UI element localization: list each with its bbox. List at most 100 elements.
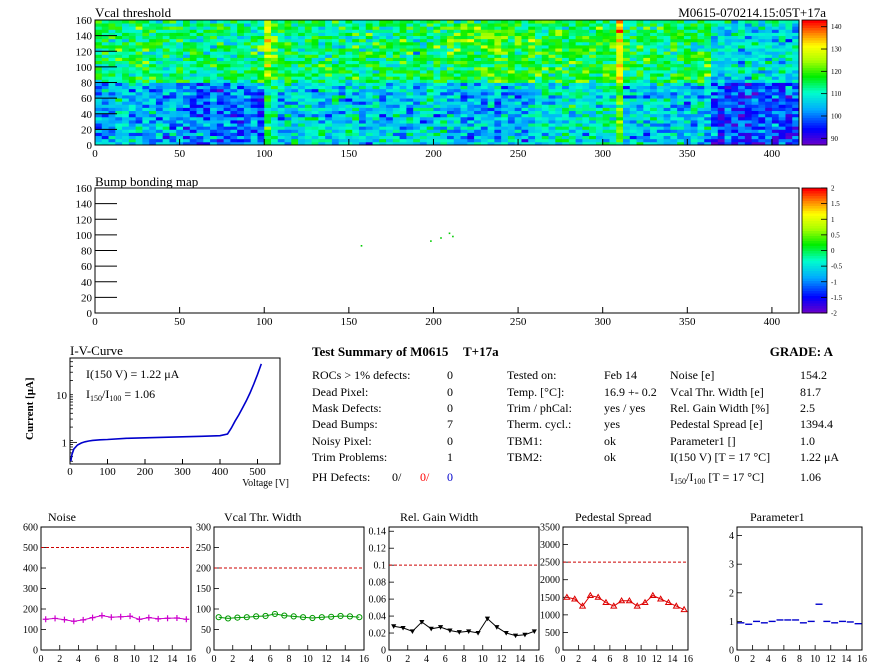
vcal-cell bbox=[785, 129, 793, 133]
vcal-cell bbox=[419, 45, 428, 49]
vcal-cell bbox=[447, 73, 455, 77]
vcal-cell bbox=[453, 38, 461, 43]
vcal-cell bbox=[656, 63, 665, 68]
vcal-cell bbox=[738, 45, 746, 49]
vcal-cell bbox=[447, 76, 455, 80]
vcal-cell bbox=[291, 32, 299, 37]
vcal-cell bbox=[467, 95, 475, 99]
vcal-cell bbox=[216, 35, 225, 40]
vcal-cell bbox=[372, 45, 380, 49]
vcal-cell bbox=[142, 141, 150, 145]
vcal-cell bbox=[738, 110, 746, 115]
vcal-cell bbox=[643, 76, 651, 80]
vcal-cell bbox=[203, 85, 211, 90]
vcal-cell bbox=[724, 138, 732, 143]
vcal-cell bbox=[650, 35, 658, 40]
vcal-cell bbox=[372, 60, 380, 65]
vcal-cell bbox=[589, 60, 597, 65]
vcal-cell bbox=[528, 57, 536, 62]
vcal-cell bbox=[663, 48, 671, 52]
vcal-cell bbox=[758, 141, 766, 145]
vcal-cell bbox=[507, 26, 516, 30]
vcal-cell bbox=[433, 35, 441, 40]
vcal-cell bbox=[331, 123, 340, 127]
vcal-cell bbox=[169, 138, 177, 143]
vcal-cell bbox=[318, 38, 326, 43]
vcal-cell bbox=[345, 120, 353, 124]
vcal-cell bbox=[392, 41, 401, 46]
vcal-cell bbox=[115, 20, 123, 24]
vcal-cell bbox=[582, 129, 590, 133]
vcal-cell bbox=[250, 82, 258, 87]
vcal-cell bbox=[440, 57, 448, 62]
vcal-cell bbox=[724, 45, 732, 49]
vcalwidth-xtick-label: 12 bbox=[322, 654, 332, 665]
vcal-cell bbox=[623, 135, 631, 140]
vcal-cell bbox=[135, 132, 143, 137]
vcal-cell bbox=[176, 76, 184, 80]
vcal-cell bbox=[521, 82, 529, 87]
vcal-cell bbox=[271, 101, 279, 105]
vcal-cell bbox=[372, 129, 380, 133]
vcal-cell bbox=[528, 120, 536, 124]
vcal-cell bbox=[135, 41, 143, 46]
vcal-cell bbox=[453, 123, 461, 127]
vcal-cell bbox=[95, 107, 103, 112]
vcal-cell bbox=[595, 48, 604, 52]
bump-xtick-label: 50 bbox=[174, 316, 186, 328]
vcal-cell bbox=[318, 54, 326, 58]
vcal-cell bbox=[318, 132, 326, 137]
vcal-cell bbox=[223, 107, 231, 112]
vcal-cell bbox=[237, 26, 245, 30]
vcal-cell bbox=[352, 138, 360, 143]
vcal-cell bbox=[711, 23, 719, 27]
vcal-cell bbox=[115, 88, 123, 93]
pedestal-point bbox=[672, 602, 680, 609]
vcal-cell bbox=[575, 45, 583, 49]
vcal-cell bbox=[128, 79, 137, 83]
bump-colorbar-band bbox=[802, 193, 827, 196]
vcal-cell bbox=[338, 85, 346, 90]
vcal-cell bbox=[284, 129, 292, 133]
vcal-cell bbox=[623, 73, 631, 77]
vcal-cell bbox=[690, 138, 698, 143]
vcal-cell bbox=[731, 129, 739, 133]
vcal-cell bbox=[453, 41, 461, 46]
vcal-cell bbox=[697, 45, 705, 49]
pedestal-point bbox=[625, 597, 634, 604]
vcal-cell bbox=[379, 26, 387, 30]
vcal-cell bbox=[196, 113, 204, 118]
bump-colorbar-band bbox=[802, 223, 827, 226]
param1-ytick-label: 0 bbox=[729, 646, 734, 657]
vcal-cell bbox=[243, 73, 252, 77]
vcal-cell bbox=[386, 85, 394, 90]
vcal-cell bbox=[311, 101, 319, 105]
vcal-cell bbox=[115, 63, 123, 68]
vcal-cell bbox=[426, 70, 434, 74]
vcal-cell bbox=[413, 98, 421, 102]
vcal-cell bbox=[602, 82, 610, 87]
vcal-cell bbox=[250, 116, 258, 121]
vcal-cell bbox=[230, 63, 238, 68]
vcal-cell bbox=[677, 38, 685, 43]
vcal-cell bbox=[142, 38, 150, 43]
vcal-cell bbox=[101, 48, 109, 52]
bump-colorbar-band bbox=[802, 308, 827, 311]
vcal-cell bbox=[771, 32, 780, 37]
vcal-cell bbox=[372, 101, 380, 105]
vcal-cell bbox=[670, 48, 678, 52]
vcal-cell bbox=[122, 104, 130, 108]
vcal-cell bbox=[162, 104, 170, 108]
vcal-cell bbox=[271, 63, 279, 68]
vcal-cell bbox=[494, 66, 502, 71]
vcal-cell bbox=[216, 126, 225, 130]
vcal-cell bbox=[629, 138, 637, 143]
vcal-cell bbox=[460, 123, 468, 127]
vcal-cell bbox=[365, 41, 373, 46]
vcal-cell bbox=[230, 82, 238, 87]
vcal-cell bbox=[243, 110, 252, 115]
vcal-cell bbox=[771, 82, 780, 87]
vcal-cell bbox=[751, 104, 759, 108]
vcal-cell bbox=[325, 76, 333, 80]
vcal-cell bbox=[176, 29, 184, 33]
